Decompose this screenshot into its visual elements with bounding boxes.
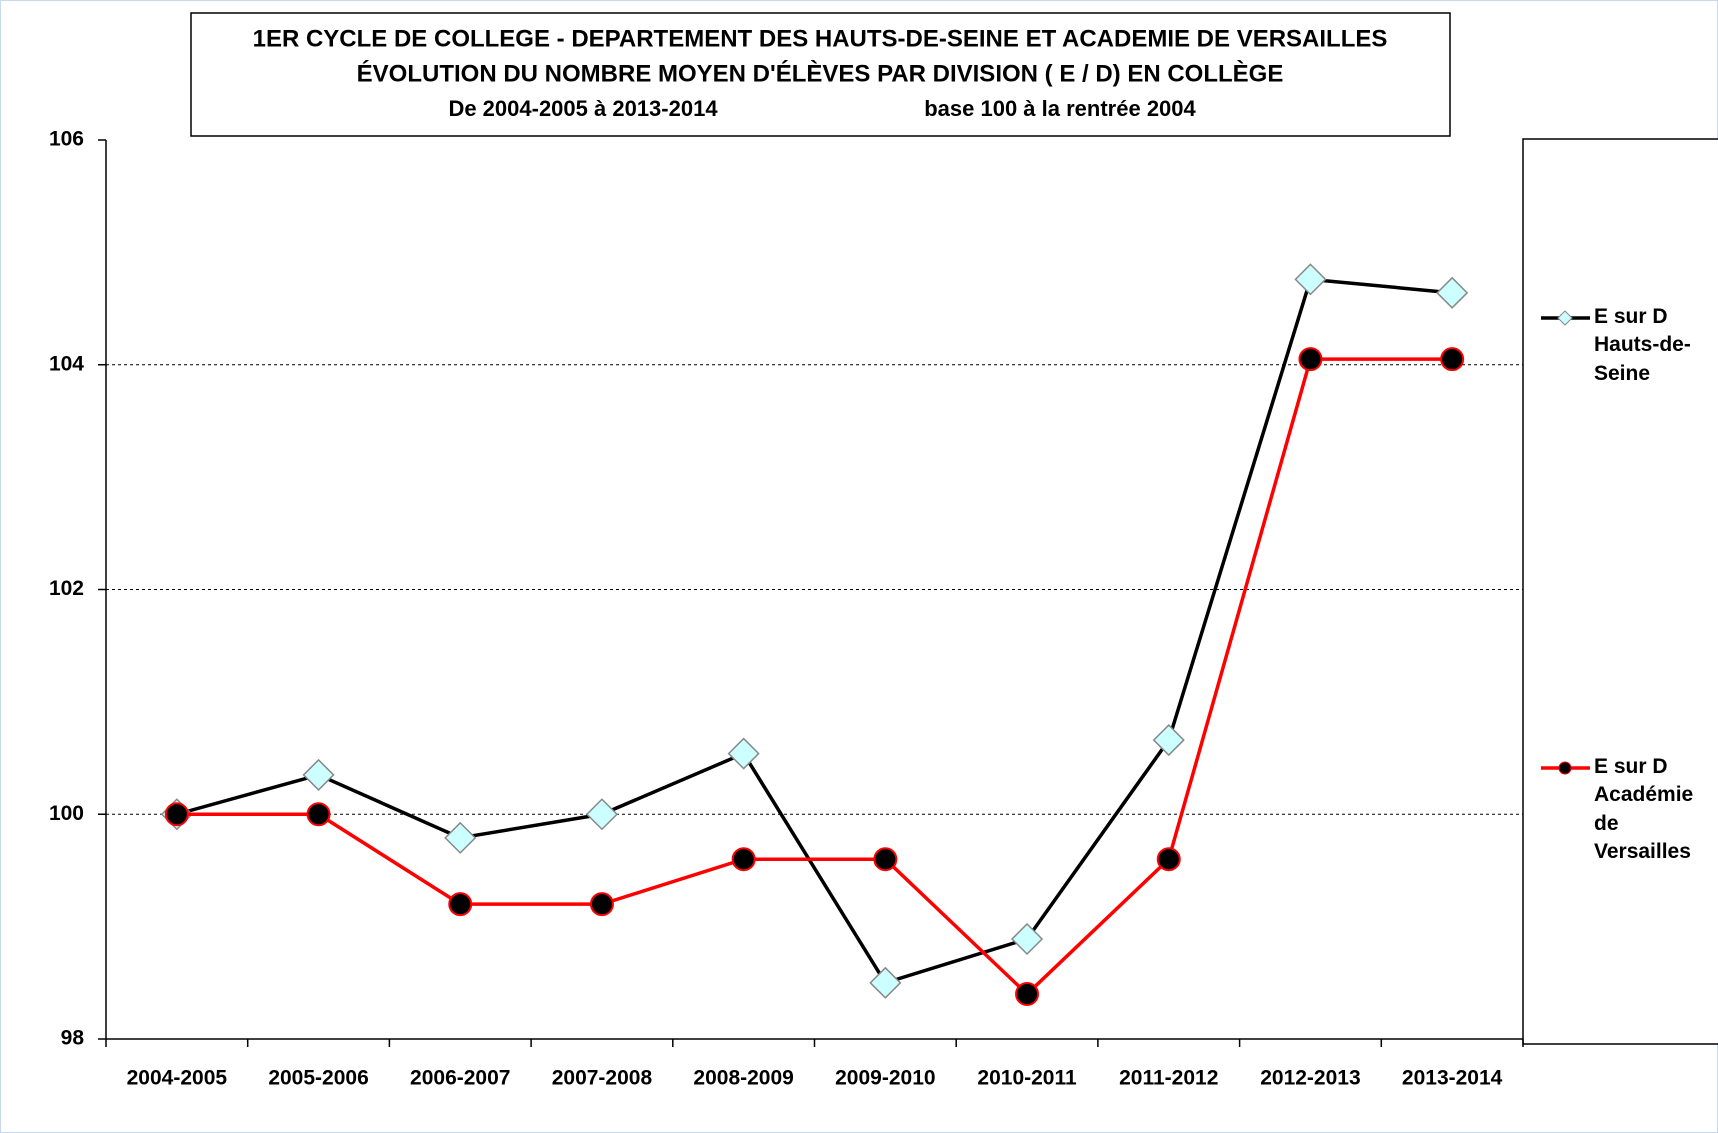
data-point: [448, 892, 473, 917]
legend-box: [1522, 138, 1718, 1045]
y-tick-label: 106: [49, 128, 84, 151]
legend-label: E sur D Hauts-de-Seine: [1594, 305, 1691, 385]
data-point: [585, 798, 619, 831]
y-tick-label: 102: [49, 577, 84, 600]
data-point: [306, 802, 331, 827]
data-point: [1436, 276, 1469, 309]
legend-marker: [1557, 310, 1573, 326]
chart-subtitle: De 2004-2005 à 2013-2014: [448, 96, 718, 121]
legend-marker: [1558, 761, 1572, 775]
x-tick-label: 2005-2006: [268, 1067, 368, 1090]
y-tick-label: 98: [61, 1027, 85, 1050]
legend-label: E sur D Académie de Versailles: [1594, 755, 1694, 864]
y-tick-label: 100: [49, 802, 84, 825]
x-tick-label: 2008-2009: [693, 1067, 793, 1090]
chart-title: ÉVOLUTION DU NOMBRE MOYEN D'ÉLÈVES PAR D…: [357, 59, 1284, 87]
series-line: [176, 357, 1453, 997]
x-tick-label: 2004-2005: [127, 1067, 228, 1090]
data-point: [1298, 347, 1323, 372]
legend-label-box: E sur D Hauts-de-Seine: [1594, 305, 1691, 385]
chart-subtitle: base 100 à la rentrée 2004: [924, 96, 1196, 121]
y-tick-label: 104: [49, 352, 84, 375]
data-point: [727, 737, 760, 770]
data-point: [1015, 982, 1040, 1007]
data-point: [164, 802, 189, 827]
data-point: [444, 821, 477, 854]
data-point: [1294, 263, 1327, 296]
series-line: [176, 277, 1453, 985]
data-point: [1156, 847, 1181, 872]
data-point: [1010, 922, 1044, 956]
data-point: [731, 847, 756, 872]
legend-label-box: E sur D Académie de Versailles: [1594, 755, 1694, 864]
data-point: [1440, 347, 1465, 372]
title-box: [190, 12, 1451, 137]
data-point: [302, 758, 335, 791]
data-point: [1152, 724, 1185, 757]
chart-title: 1ER CYCLE DE COLLEGE - DEPARTEMENT DES H…: [253, 25, 1388, 52]
x-tick-label: 2011-2012: [1119, 1067, 1218, 1090]
x-tick-label: 2006-2007: [410, 1067, 510, 1090]
x-tick-label: 2010-2011: [977, 1067, 1077, 1090]
data-point: [873, 847, 898, 872]
data-point: [869, 966, 902, 999]
x-tick-label: 2009-2010: [835, 1067, 935, 1090]
x-tick-label: 2013-2014: [1402, 1067, 1503, 1090]
x-tick-label: 2007-2008: [552, 1067, 653, 1090]
x-tick-label: 2012-2013: [1260, 1067, 1360, 1090]
data-point: [589, 892, 614, 917]
